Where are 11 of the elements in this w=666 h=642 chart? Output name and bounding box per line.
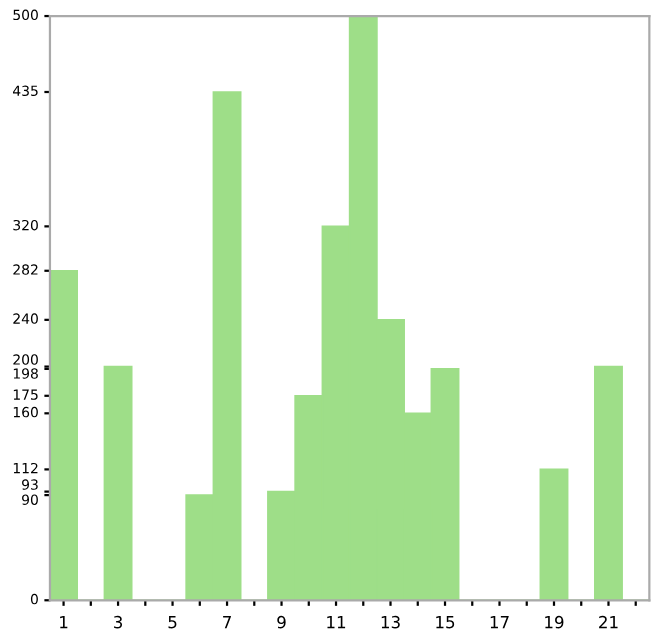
x-tick-label: 19 (545, 615, 564, 629)
x-tick-label: 21 (599, 615, 618, 629)
x-tick-label: 3 (114, 615, 123, 629)
x-tick-label: 13 (381, 615, 400, 629)
x-tick-label: 15 (436, 616, 455, 629)
x-tick-label: 17 (490, 616, 509, 629)
x-tick-label: 11 (327, 616, 346, 629)
x-tick-label: 7 (223, 616, 231, 629)
x-tick-label: 9 (277, 615, 286, 629)
x-tick-label: 5 (168, 616, 177, 629)
x-tick-label: 1 (60, 616, 68, 629)
